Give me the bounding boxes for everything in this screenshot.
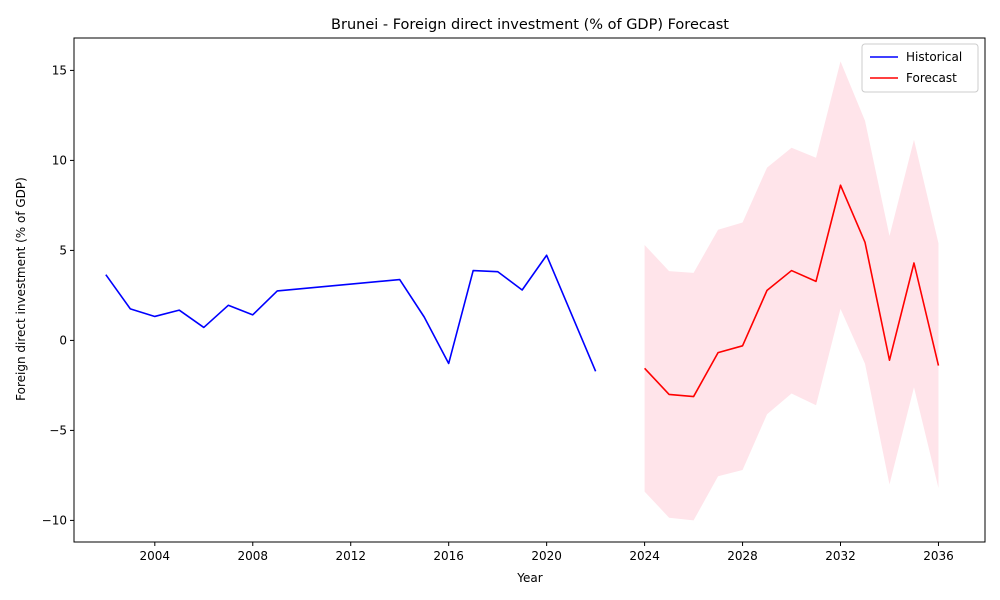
chart-title: Brunei - Foreign direct investment (% of… xyxy=(331,17,729,33)
x-tick-label: 2036 xyxy=(923,549,954,563)
x-tick-label: 2004 xyxy=(140,549,171,563)
x-axis-label: Year xyxy=(516,571,542,585)
x-tick-label: 2020 xyxy=(531,549,562,563)
x-tick-label: 2024 xyxy=(629,549,660,563)
legend-forecast-label: Forecast xyxy=(906,71,957,85)
plot-frame xyxy=(73,37,986,543)
x-tick-label: 2032 xyxy=(825,549,856,563)
forecast-series-line xyxy=(644,184,940,398)
y-tick-label: −10 xyxy=(42,513,67,527)
series-layer xyxy=(105,184,940,398)
y-tick-label: −5 xyxy=(49,423,67,437)
legend: Historical Forecast xyxy=(861,43,979,93)
forecast-confidence-band xyxy=(644,61,939,521)
confidence-band-layer xyxy=(644,61,939,521)
x-tick-label: 2012 xyxy=(335,549,366,563)
legend-box xyxy=(861,43,979,93)
legend-historical-label: Historical xyxy=(906,50,962,64)
y-tick-label: 10 xyxy=(52,153,67,167)
historical-series-line xyxy=(105,254,597,372)
y-tick-label: 0 xyxy=(59,333,67,347)
y-tick-label: 15 xyxy=(52,63,67,77)
y-tick-label: 5 xyxy=(59,243,67,257)
x-tick-label: 2028 xyxy=(727,549,758,563)
x-axis-ticks: 2004 2008 2012 2016 2020 2024 2028 2032 2036 xyxy=(140,542,954,563)
y-axis-ticks: −10 −5 0 5 10 15 xyxy=(42,63,74,527)
x-tick-label: 2008 xyxy=(237,549,268,563)
y-axis-label: Foreign direct investment (% of GDP) xyxy=(14,177,28,401)
x-tick-label: 2016 xyxy=(433,549,464,563)
